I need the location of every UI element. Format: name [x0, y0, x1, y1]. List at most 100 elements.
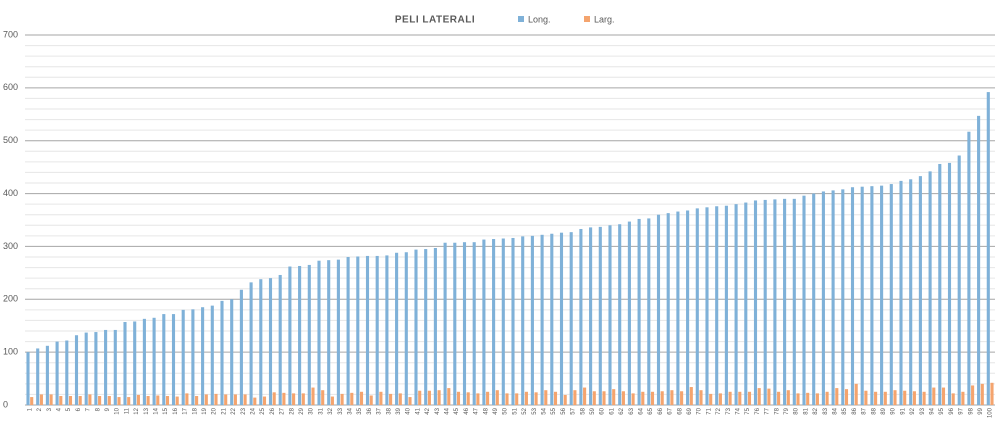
- bar: [647, 218, 651, 405]
- bar: [806, 392, 810, 405]
- x-tick-label: 90: [891, 407, 897, 414]
- bar: [511, 237, 515, 405]
- x-tick-label: 2: [37, 407, 43, 411]
- x-tick-label: 78: [774, 407, 780, 414]
- x-tick-label: 89: [881, 407, 887, 414]
- bar: [418, 390, 422, 405]
- bar: [627, 221, 631, 405]
- bar: [825, 391, 829, 405]
- x-tick-label: 23: [241, 407, 247, 414]
- y-tick-label: 600: [3, 82, 18, 92]
- x-tick-label: 65: [648, 407, 654, 414]
- bar: [272, 392, 276, 405]
- bar: [899, 180, 903, 405]
- x-tick-label: 93: [920, 407, 926, 414]
- bar: [747, 391, 752, 405]
- bar: [680, 391, 684, 405]
- bar: [59, 396, 63, 405]
- bar: [369, 395, 373, 405]
- bar: [773, 199, 777, 405]
- x-tick-label: 82: [813, 407, 819, 414]
- x-tick-label: 6: [76, 407, 82, 411]
- x-tick-label: 46: [464, 407, 470, 414]
- x-tick-label: 66: [658, 407, 664, 414]
- bar: [133, 321, 137, 405]
- bar: [573, 390, 577, 405]
- bar: [379, 391, 383, 405]
- bar: [874, 391, 878, 405]
- bar: [495, 390, 499, 405]
- x-tick-label: 58: [580, 407, 586, 414]
- bar: [786, 390, 790, 405]
- x-tick-label: 27: [280, 407, 286, 414]
- x-tick-label: 97: [959, 407, 965, 414]
- x-tick-label: 94: [930, 407, 936, 414]
- bar: [589, 227, 593, 405]
- bar: [243, 394, 247, 405]
- y-tick-label: 700: [3, 29, 18, 39]
- bar: [476, 393, 480, 405]
- bar: [880, 185, 884, 405]
- bar: [466, 392, 470, 405]
- x-tick-label: 47: [474, 407, 480, 414]
- bar: [171, 314, 176, 405]
- bar: [792, 198, 796, 405]
- bar: [724, 205, 728, 405]
- bar: [39, 394, 43, 405]
- x-tick-label: 20: [212, 407, 218, 414]
- bar: [259, 279, 263, 405]
- x-tick-label: 95: [939, 407, 945, 414]
- x-tick-label: 16: [173, 407, 179, 414]
- bar: [699, 390, 703, 405]
- x-tick-label: 18: [192, 407, 198, 414]
- bar: [709, 393, 713, 405]
- bar: [631, 393, 635, 405]
- bar: [689, 387, 693, 405]
- bar: [156, 395, 160, 405]
- x-tick-label: 34: [348, 407, 354, 414]
- bar: [695, 208, 699, 405]
- y-tick-label: 0: [3, 399, 8, 409]
- bar: [414, 249, 418, 405]
- bar: [738, 391, 742, 405]
- x-tick-label: 73: [726, 407, 732, 414]
- bar: [841, 189, 845, 405]
- bar: [262, 396, 267, 405]
- bar: [307, 264, 311, 405]
- bar: [220, 300, 224, 405]
- bar: [462, 242, 467, 405]
- bar: [424, 249, 428, 405]
- bar: [195, 396, 199, 405]
- bar: [336, 259, 340, 405]
- x-tick-label: 92: [910, 407, 916, 414]
- x-tick-label: 1: [27, 407, 33, 411]
- bar: [524, 391, 528, 405]
- x-tick-label: 12: [134, 407, 140, 414]
- x-tick-label: 15: [163, 407, 169, 414]
- bar: [181, 309, 185, 405]
- bar: [883, 391, 887, 405]
- bar: [544, 390, 548, 405]
- bar: [715, 206, 719, 405]
- bar: [152, 317, 156, 405]
- bar: [136, 394, 140, 405]
- bar: [676, 211, 680, 405]
- bar: [777, 391, 781, 405]
- bar: [123, 322, 127, 405]
- bar: [831, 190, 835, 405]
- bar: [579, 228, 583, 405]
- bar: [492, 239, 496, 405]
- bar: [142, 318, 146, 405]
- bar: [191, 309, 195, 405]
- bar: [437, 390, 441, 405]
- bar: [55, 341, 59, 405]
- bar: [321, 390, 325, 405]
- bar: [165, 396, 170, 405]
- bar: [670, 390, 674, 405]
- x-tick-label: 54: [542, 407, 548, 414]
- bar: [453, 242, 457, 405]
- bar: [660, 391, 664, 405]
- bar: [404, 252, 408, 405]
- bar: [666, 213, 670, 405]
